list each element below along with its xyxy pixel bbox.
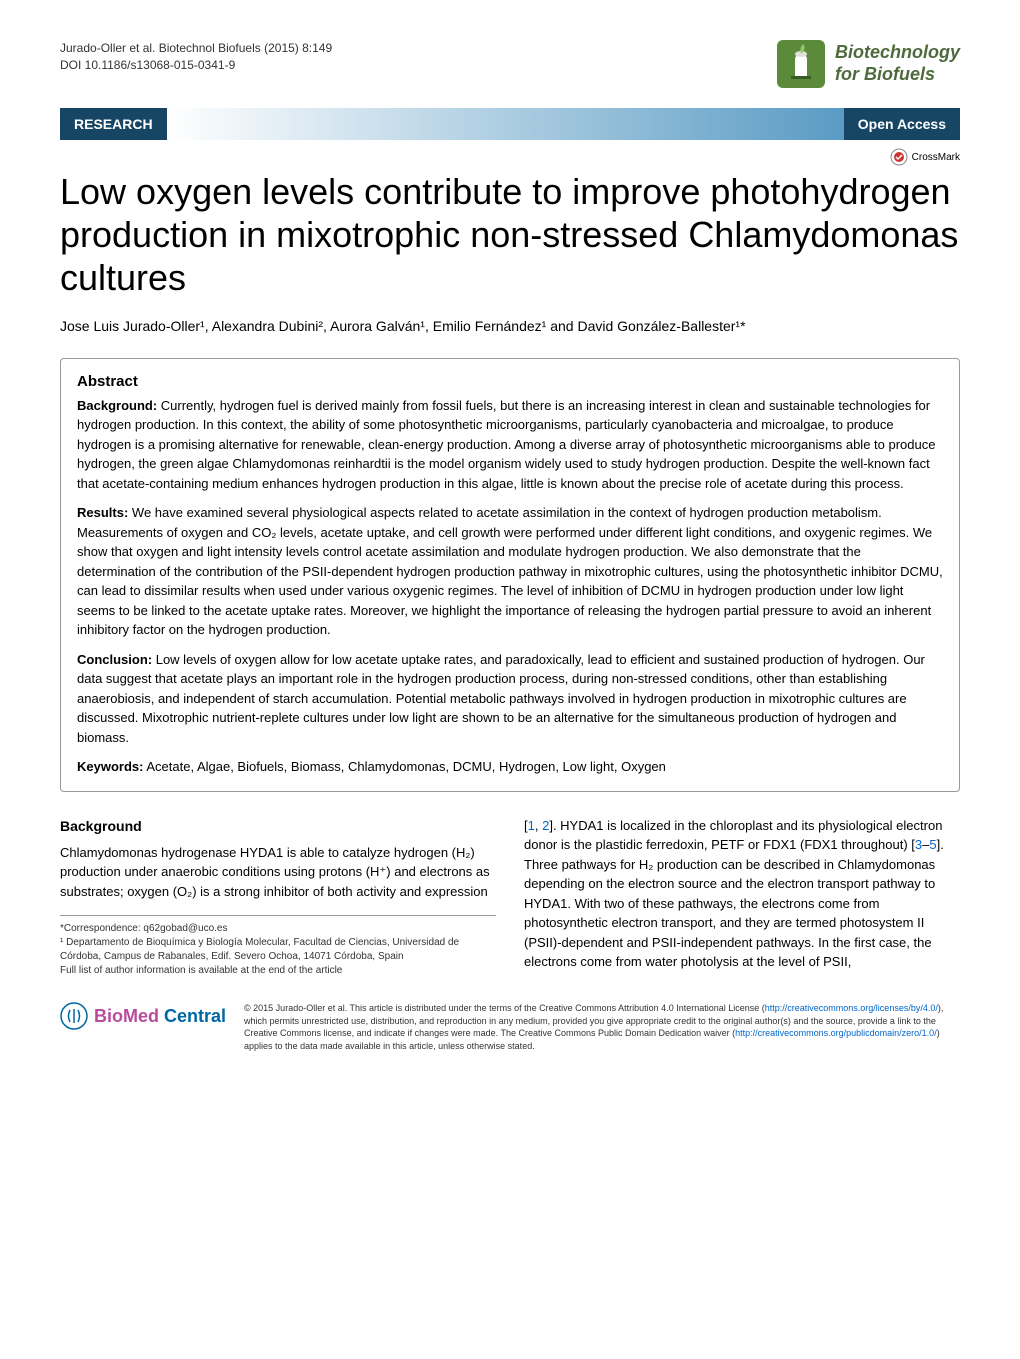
- abstract-box: Abstract Background: Currently, hydrogen…: [60, 358, 960, 792]
- crossmark-row: CrossMark: [60, 148, 960, 166]
- journal-name: Biotechnology for Biofuels: [835, 42, 960, 85]
- conclusion-text: Low levels of oxygen allow for low aceta…: [77, 652, 925, 745]
- bmc-bio: BioMed: [94, 1006, 159, 1026]
- license-p1: © 2015 Jurado-Oller et al. This article …: [244, 1003, 765, 1013]
- results-label: Results:: [77, 505, 128, 520]
- bmc-logo-icon: [60, 1002, 88, 1030]
- body-col-left: Background Chlamydomonas hydrogenase HYD…: [60, 816, 496, 979]
- abstract-conclusion: Conclusion: Low levels of oxygen allow f…: [77, 650, 943, 748]
- footer-row: BioMed Central © 2015 Jurado-Oller et al…: [60, 1002, 960, 1052]
- col2-p5: ]. Three pathways for H₂ production can …: [524, 837, 944, 969]
- crossmark-link[interactable]: CrossMark: [890, 148, 960, 166]
- journal-name-line1: Biotechnology: [835, 42, 960, 64]
- correspondence-note: Full list of author information is avail…: [60, 964, 496, 978]
- body-col-right: [1, 2]. HYDA1 is localized in the chloro…: [524, 816, 960, 979]
- article-title: Low oxygen levels contribute to improve …: [60, 170, 960, 300]
- col2-p2: ,: [535, 818, 542, 833]
- bmc-logo-text: BioMed Central: [94, 1006, 226, 1027]
- license-link-2[interactable]: http://creativecommons.org/publicdomain/…: [735, 1028, 937, 1038]
- journal-logo-block: Biotechnology for Biofuels: [777, 40, 960, 88]
- col1-text: Chlamydomonas hydrogenase HYDA1 is able …: [60, 843, 496, 902]
- crossmark-icon: [890, 148, 908, 166]
- background-heading: Background: [60, 816, 496, 837]
- open-access-badge: Open Access: [844, 108, 960, 140]
- citation-block: Jurado-Oller et al. Biotechnol Biofuels …: [60, 40, 332, 74]
- background-label: Background:: [77, 398, 157, 413]
- col2-p3: ]. HYDA1 is localized in the chloroplast…: [524, 818, 942, 853]
- results-text: We have examined several physiological a…: [77, 505, 943, 637]
- ref-5[interactable]: 5: [929, 837, 936, 852]
- correspondence-address: ¹ Departamento de Bioquímica y Biología …: [60, 936, 496, 964]
- bmc-logo: BioMed Central: [60, 1002, 226, 1030]
- keywords-text: Acetate, Algae, Biofuels, Biomass, Chlam…: [143, 759, 665, 774]
- bmc-central: Central: [159, 1006, 226, 1026]
- header-row: Jurado-Oller et al. Biotechnol Biofuels …: [60, 40, 960, 88]
- license-link-1[interactable]: http://creativecommons.org/licenses/by/4…: [765, 1003, 938, 1013]
- crossmark-label: CrossMark: [912, 152, 960, 163]
- ref-1[interactable]: 1: [528, 818, 535, 833]
- correspondence-email: *Correspondence: q62gobad@uco.es: [60, 922, 496, 936]
- keywords-label: Keywords:: [77, 759, 143, 774]
- license-text: © 2015 Jurado-Oller et al. This article …: [244, 1002, 960, 1052]
- doi-line: DOI 10.1186/s13068-015-0341-9: [60, 57, 332, 74]
- journal-logo-icon: [777, 40, 825, 88]
- correspondence-block: *Correspondence: q62gobad@uco.es ¹ Depar…: [60, 915, 496, 978]
- banner-spacer: [167, 108, 844, 140]
- authors: Jose Luis Jurado-Oller¹, Alexandra Dubin…: [60, 318, 960, 334]
- body-columns: Background Chlamydomonas hydrogenase HYD…: [60, 816, 960, 979]
- abstract-heading: Abstract: [77, 373, 943, 390]
- banner-row: RESEARCH Open Access: [60, 108, 960, 140]
- citation-line: Jurado-Oller et al. Biotechnol Biofuels …: [60, 40, 332, 57]
- journal-name-line2: for Biofuels: [835, 64, 960, 86]
- background-text: Currently, hydrogen fuel is derived main…: [77, 398, 935, 491]
- abstract-background: Background: Currently, hydrogen fuel is …: [77, 396, 943, 494]
- abstract-results: Results: We have examined several physio…: [77, 503, 943, 640]
- keywords: Keywords: Acetate, Algae, Biofuels, Biom…: [77, 757, 943, 777]
- conclusion-label: Conclusion:: [77, 652, 152, 667]
- research-badge: RESEARCH: [60, 108, 167, 140]
